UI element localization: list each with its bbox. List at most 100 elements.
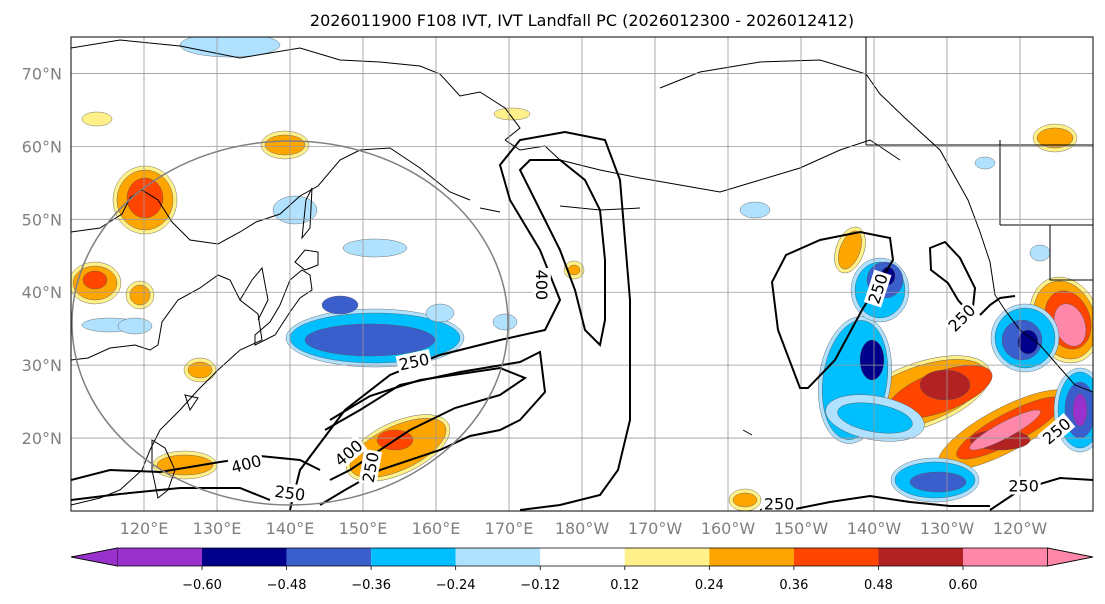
pc-shading-blob <box>117 317 153 335</box>
x-tick-label: 160°W <box>701 519 756 538</box>
x-tick-label: 120°E <box>120 519 169 538</box>
ivt-contour-line <box>770 230 895 389</box>
x-tick-label: 170°E <box>485 519 534 538</box>
pc-shading-blob <box>342 238 408 258</box>
ivt-contour-label: 400 <box>532 270 551 301</box>
coastline-segment <box>301 187 313 240</box>
contour-label-bg <box>1037 412 1076 449</box>
ivt-contour-line <box>71 454 321 481</box>
colorbar-tick-label: 0.36 <box>779 578 808 593</box>
y-tick-label: 70°N <box>22 64 62 83</box>
pc-shading-blob <box>425 303 455 323</box>
pc-shading-blob <box>129 284 151 306</box>
pc-shading-blob <box>974 156 996 170</box>
y-tick-label: 20°N <box>22 429 62 448</box>
colorbar-segment <box>963 548 1048 566</box>
contour-label-bg <box>271 481 309 505</box>
contour-label-bg <box>395 349 433 374</box>
coastline-segment <box>254 269 313 346</box>
contour-label-bg <box>1006 476 1041 495</box>
colorbar-tick-label: −0.36 <box>351 578 391 593</box>
pc-shading-blob <box>909 471 967 493</box>
pc-shading-blob <box>304 323 436 357</box>
pc-shading-blob <box>126 177 164 219</box>
graticule-layer <box>71 37 1093 511</box>
pc-shading-blob <box>859 339 885 381</box>
pc-shading-layer <box>71 37 1093 511</box>
pc-shading-blob <box>1017 329 1039 355</box>
chart-title: 2026011900 F108 IVT, IVT Landfall PC (20… <box>310 11 854 30</box>
colorbar-segment <box>793 548 879 566</box>
colorbar-segment <box>709 548 794 566</box>
contour-label-bg <box>863 269 892 308</box>
pc-shading-blob <box>1029 244 1051 262</box>
pc-shading-blob <box>838 230 862 270</box>
pc-shading-blob <box>919 369 971 401</box>
coastline-segment <box>659 59 1093 393</box>
colorbar-segment <box>117 548 202 566</box>
pc-shading-blob <box>81 111 113 127</box>
pc-shading-blob <box>1072 393 1088 427</box>
x-tick-label: 130°W <box>920 519 975 538</box>
coastline-segment <box>865 37 1093 281</box>
y-tick-labels: 20°N 30°N 40°N 50°N 60°N 70°N <box>22 64 62 448</box>
contour-label-bg <box>762 494 797 511</box>
pc-shading-blob <box>492 313 518 331</box>
ivt-contour-line <box>518 159 606 348</box>
contour-label-bg <box>532 267 551 302</box>
coastline-segment <box>71 274 263 506</box>
pc-shading-blob <box>264 134 306 156</box>
colorbar-tick-label: −0.12 <box>520 578 560 593</box>
contour-label-bg <box>358 448 383 486</box>
x-tick-label: 150°W <box>774 519 829 538</box>
colorbar-segment <box>286 548 372 566</box>
pc-shading-blob <box>732 492 758 508</box>
pc-shading-blob <box>187 361 213 379</box>
x-tick-label: 180°W <box>555 519 610 538</box>
y-tick-label: 50°N <box>22 210 62 229</box>
colorbar-extend-low <box>70 547 118 567</box>
pc-shading-blob <box>179 37 281 58</box>
pc-shading-blob <box>837 402 913 434</box>
pc-shading-blob <box>969 409 1041 451</box>
colorbar-outline <box>70 547 1094 567</box>
x-tick-label: 130°E <box>193 519 242 538</box>
colorbar-tick-label: −0.24 <box>436 578 476 593</box>
y-tick-label: 30°N <box>22 356 62 375</box>
ivt-contour-label: 250 <box>273 482 306 505</box>
ivt-contour-line <box>979 295 1016 316</box>
ivt-contour-label: 250 <box>1008 476 1039 495</box>
colorbar-tick-label: 0.24 <box>695 578 724 593</box>
colorbar-extend-high <box>1047 547 1094 567</box>
colorbar-segment <box>878 548 963 566</box>
colorbar-tick-label: −0.60 <box>182 578 222 593</box>
coastline-segment <box>294 249 319 271</box>
coastline-segment <box>71 39 521 141</box>
x-tick-label: 160°E <box>412 519 461 538</box>
pc-shading-blob <box>1036 127 1074 149</box>
contour-label-bg <box>943 299 980 337</box>
x-tick-label: 150°E <box>339 519 388 538</box>
colorbar-segment <box>455 548 541 566</box>
pc-shading-blob <box>739 201 771 219</box>
y-tick-label: 60°N <box>22 137 62 156</box>
colorbar-segment <box>371 548 456 566</box>
colorbar-tick-label: 0.12 <box>610 578 639 593</box>
landfall-domain-circle <box>71 140 509 506</box>
colorbar-segment <box>540 548 625 566</box>
ivt-contour-label: 250 <box>764 495 795 514</box>
pc-shading-blob <box>82 270 108 290</box>
colorbar-tick-label: 0.60 <box>949 578 978 593</box>
ivt-contour-line <box>928 240 977 319</box>
x-tick-label: 140°E <box>266 519 315 538</box>
map-frame <box>70 36 1094 512</box>
colorbar-tick-label: 0.48 <box>864 578 893 593</box>
contour-label-bg <box>329 434 368 471</box>
x-tick-labels: 120°E 130°E 140°E 150°E 160°E 170°E 180°W 170°W… <box>120 519 1048 538</box>
x-tick-label: 120°W <box>993 519 1048 538</box>
pc-shading-blob <box>321 295 359 315</box>
coastline-segment <box>184 394 199 412</box>
colorbar: −0.60 −0.48 −0.36 −0.24 −0.12 0.12 0.24 0.36 0.4… <box>70 547 1094 593</box>
